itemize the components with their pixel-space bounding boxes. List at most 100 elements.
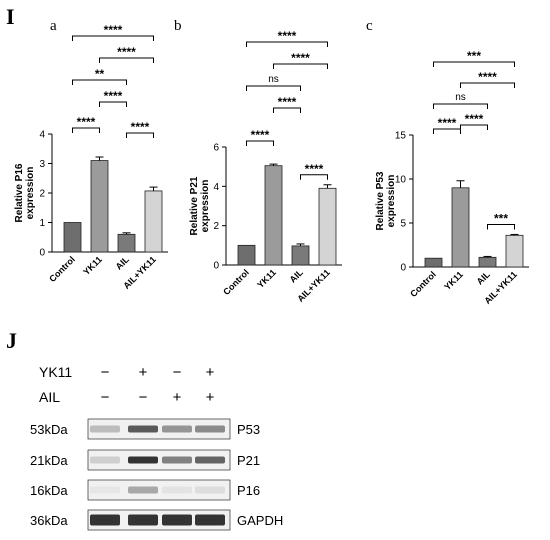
significance-bracket [433,103,488,109]
condition-mark: − [101,364,110,381]
condition-mark: − [173,364,182,381]
blot-band [195,514,225,526]
blot-band [195,425,225,433]
blot-strip [87,509,231,531]
significance-bracket [72,35,154,41]
significance-label: **** [438,116,457,130]
blot-row-p21: 21kDa P21 [30,449,260,471]
molecular-weight-label: 16kDa [30,483,68,498]
significance-bracket [72,127,100,133]
y-axis-label: expression [386,175,397,228]
y-tick-label: 2 [39,189,45,200]
x-tick-label: YK11 [442,269,465,292]
significance-bracket [99,101,127,107]
condition-mark: + [173,389,182,406]
blot-strip [87,449,231,471]
significance-label: **** [104,89,123,103]
molecular-weight-label: 36kDa [30,513,68,528]
condition-mark: + [206,389,215,406]
condition-row-ail: AIL − − + + [39,389,215,406]
x-tick-label: Control [47,254,77,284]
significance-bracket [99,57,154,63]
blot-band [162,486,192,494]
y-tick-label: 10 [395,175,407,186]
y-tick-label: 4 [213,182,219,193]
y-axis-label: expression [200,180,211,233]
bar-control [424,257,443,268]
western-blot: YK11 − + − + AIL − − + +53kDa P53 21kDa P21 16kDa P16 3… [30,364,283,531]
protein-label: P53 [237,422,260,437]
bar-ail-yk11 [144,190,163,253]
chart-letter: b [174,18,182,34]
significance-bracket [126,132,154,138]
protein-label: GAPDH [237,513,283,528]
blot-row-gapdh: 36kDa GAPDH [30,509,283,531]
bar-ail-yk11 [318,187,337,266]
significance-label: **** [465,112,484,126]
condition-row-yk11: YK11 − + − + [39,364,215,381]
significance-bracket [433,128,461,134]
x-tick-label: AIL [288,267,306,285]
blot-strip [87,418,231,440]
y-axis-label: expression [25,167,36,220]
blot-band [90,486,120,494]
blot-row-p53: 53kDa P53 [30,418,260,440]
chart-b: b 0 2 4 6 Relative P21 expression Control YK11 AI… [174,18,342,304]
blot-band [162,425,192,433]
y-tick-label: 3 [39,159,45,170]
y-tick-label: 0 [400,263,406,274]
significance-label: **** [478,70,497,84]
chart-a: a 0 1 2 3 4 Relative P16 expression Control YK11 A… [14,18,168,291]
condition-mark: − [101,389,110,406]
significance-bracket [72,79,127,85]
x-tick-label: AIL [475,269,493,287]
blot-band [90,456,120,464]
bar-yk11 [90,160,109,253]
bar-control [63,222,82,253]
bar-ail [478,256,497,268]
significance-bracket [433,61,515,67]
condition-mark: + [139,364,148,381]
significance-label: **** [305,162,324,176]
significance-bracket [460,82,515,88]
significance-label: ** [95,67,105,81]
protein-label: P21 [237,453,260,468]
condition-mark: − [139,389,148,406]
y-tick-label: 15 [395,131,407,142]
significance-bracket [273,107,301,113]
bar-control [237,244,256,266]
panel-j: J YK11 − + − + AIL − − + +53kDa P53 21kDa P21 16kDa P1… [6,328,283,531]
y-tick-label: 0 [39,248,45,259]
blot-band [128,425,158,433]
blot-band [128,486,158,494]
blot-band [162,456,192,464]
blot-row-p16: 16kDa P16 [30,479,260,501]
significance-label: **** [278,29,297,43]
significance-label: *** [467,49,481,63]
x-tick-label: YK11 [81,254,104,277]
x-tick-label: YK11 [255,267,278,290]
bar-yk11 [451,187,470,268]
x-tick-label: Control [221,267,251,297]
significance-label: **** [291,51,310,65]
significance-bracket [246,41,328,47]
molecular-weight-label: 21kDa [30,453,68,468]
condition-label: YK11 [39,364,72,380]
blot-band [128,514,158,526]
condition-mark: + [206,364,215,381]
y-tick-label: 1 [39,218,45,229]
bar-ail [117,233,136,253]
protein-label: P16 [237,483,260,498]
significance-bracket [300,174,328,180]
y-tick-label: 0 [213,261,219,272]
significance-label: **** [278,95,297,109]
significance-label: **** [104,23,123,37]
significance-bracket [246,140,274,146]
y-tick-label: 6 [213,143,219,154]
y-axis-label: Relative P21 [189,176,200,235]
bar-ail-yk11 [505,234,524,268]
significance-label: **** [117,45,136,59]
